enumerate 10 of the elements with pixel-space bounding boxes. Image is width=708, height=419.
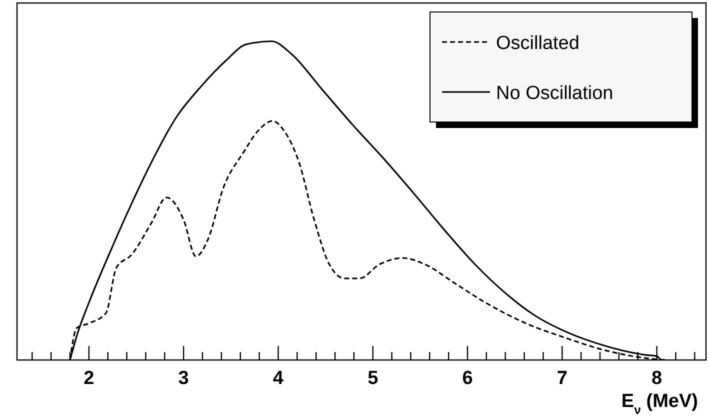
legend-label: Oscillated xyxy=(496,33,580,54)
x-tick-label: 2 xyxy=(84,368,94,389)
legend-label: No Oscillation xyxy=(496,83,614,104)
x-axis-title: E$_{ν}$ (MeV) xyxy=(621,391,698,417)
x-tick-label: 8 xyxy=(651,368,662,389)
x-tick-label: 5 xyxy=(368,368,379,389)
x-tick-label: 6 xyxy=(462,368,473,389)
x-tick-label: 7 xyxy=(556,368,568,389)
x-tick-label: 3 xyxy=(178,368,189,389)
x-tick-label: 4 xyxy=(272,368,284,389)
